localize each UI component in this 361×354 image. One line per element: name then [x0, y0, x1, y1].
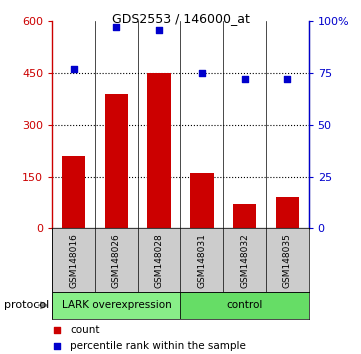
Text: protocol: protocol: [4, 300, 49, 310]
Text: GSM148026: GSM148026: [112, 233, 121, 288]
Bar: [105, 94, 128, 228]
Point: [156, 27, 162, 32]
Text: GSM148031: GSM148031: [197, 233, 206, 288]
Text: count: count: [70, 325, 100, 335]
Text: control: control: [226, 300, 263, 310]
Text: GDS2553 / 146000_at: GDS2553 / 146000_at: [112, 12, 249, 25]
Point: [113, 25, 119, 30]
Bar: [275, 197, 299, 228]
Bar: [180, 292, 309, 319]
Point: [199, 70, 205, 76]
Text: GSM148035: GSM148035: [283, 233, 292, 288]
Bar: [190, 173, 214, 228]
Text: GSM148016: GSM148016: [69, 233, 78, 288]
Bar: [62, 156, 86, 228]
Bar: [52, 292, 180, 319]
Bar: [147, 73, 171, 228]
Point: [242, 76, 247, 82]
Text: GSM148032: GSM148032: [240, 233, 249, 288]
Text: percentile rank within the sample: percentile rank within the sample: [70, 341, 246, 351]
Point: [71, 66, 77, 72]
Point: [55, 327, 60, 333]
Point: [55, 343, 60, 349]
Text: LARK overexpression: LARK overexpression: [61, 300, 171, 310]
Bar: [233, 204, 256, 228]
Point: [284, 76, 290, 82]
Text: GSM148028: GSM148028: [155, 233, 164, 288]
